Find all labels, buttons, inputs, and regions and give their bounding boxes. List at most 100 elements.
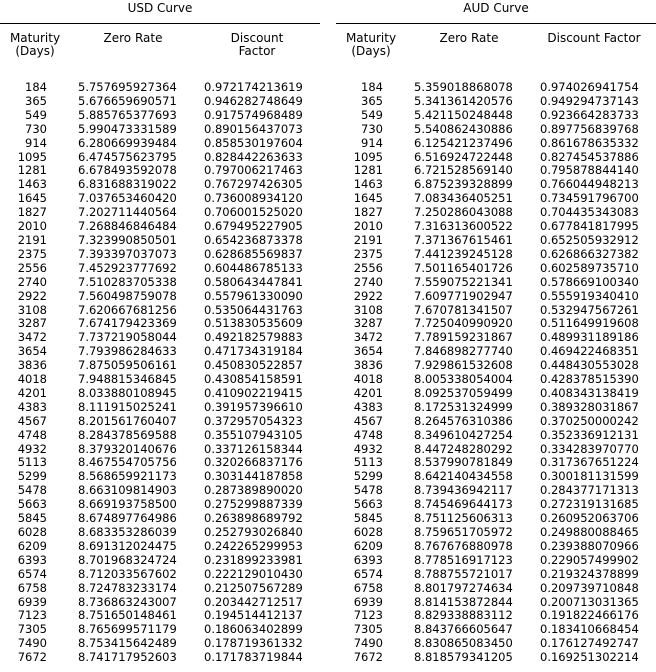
table-row: 730 5.990473331589 0.890156437073 — [0, 121, 320, 137]
discount-factor-cell: 0.513830535609 — [204, 316, 303, 331]
maturity-cell: 4567 — [353, 413, 383, 428]
zero-rate-cell: 5.990473331589 — [78, 121, 177, 136]
aud-discount-factor-header: Discount Factor — [547, 31, 641, 45]
maturity-cell: 7123 — [353, 608, 383, 623]
maturity-cell: 2740 — [17, 274, 47, 289]
zero-rate-cell: 7.559075221341 — [414, 274, 513, 289]
zero-rate-cell: 8.801797274634 — [414, 580, 513, 595]
discount-factor-cell: 0.795878844140 — [540, 163, 639, 178]
zero-rate-cell: 8.724783233174 — [78, 580, 177, 595]
discount-factor-cell: 0.428378515390 — [540, 372, 639, 387]
table-row: 5663 8.745469644173 0.272319131685 — [336, 497, 656, 512]
discount-factor-cell: 0.679495227905 — [204, 219, 303, 234]
zero-rate-cell: 8.814153872844 — [414, 594, 513, 609]
discount-factor-cell: 0.300181131599 — [540, 469, 639, 484]
zero-rate-cell: 8.669193758500 — [78, 497, 177, 512]
table-row: 1463 6.831688319022 0.767297426305 — [0, 177, 320, 192]
aud-header-row: Maturity (Days) Zero Rate Discount Facto… — [336, 24, 656, 70]
zero-rate-cell: 7.501165401726 — [414, 260, 513, 275]
discount-factor-cell: 0.448430553028 — [540, 358, 639, 373]
table-row: 7305 8.843766605647 0.183410668454 — [336, 622, 656, 637]
usd-header-row: Maturity (Days) Zero Rate Discount Facto… — [0, 24, 320, 70]
zero-rate-cell: 8.674897764986 — [78, 511, 177, 526]
table-row: 2375 7.393397037073 0.628685569837 — [0, 247, 320, 262]
maturity-cell: 3654 — [17, 344, 47, 359]
maturity-cell: 7305 — [17, 622, 47, 637]
zero-rate-cell: 8.759651705972 — [414, 525, 513, 539]
maturity-cell: 5663 — [353, 497, 383, 512]
table-row: 7123 8.751650148461 0.194514412137 — [0, 609, 320, 623]
table-row: 3472 7.737219058044 0.492182579883 — [0, 330, 320, 345]
table-row: 1095 6.516924722448 0.827454537886 — [336, 150, 656, 165]
table-row: 4018 8.005338054004 0.428378515390 — [336, 372, 656, 387]
zero-rate-cell: 7.452923777692 — [78, 260, 177, 275]
maturity-cell: 3287 — [17, 316, 47, 331]
table-row: 5113 8.537990781849 0.317367651224 — [336, 456, 656, 470]
table-row: 3836 7.929861532608 0.448430553028 — [336, 358, 656, 373]
table-row: 3108 7.670781341507 0.532947567261 — [336, 302, 656, 318]
table-row: 4383 8.172531324999 0.389328031867 — [336, 400, 656, 415]
zero-rate-cell: 7.725040990920 — [414, 316, 513, 331]
maturity-cell: 2740 — [353, 274, 383, 289]
discount-factor-cell: 0.391957396610 — [204, 399, 303, 414]
table-row: 4201 8.092537059499 0.408343138419 — [336, 386, 656, 401]
zero-rate-cell: 8.379320140676 — [78, 441, 177, 456]
zero-rate-cell: 7.371367615461 — [414, 232, 513, 247]
aud-curve-table: AUD Curve Maturity (Days) Zero Rate Disc… — [336, 0, 656, 665]
maturity-cell: 5113 — [353, 455, 383, 470]
zero-rate-cell: 8.642140434558 — [414, 469, 513, 484]
usd-discount-factor-header: Discount Factor — [230, 31, 284, 58]
discount-factor-cell: 0.890156437073 — [204, 121, 303, 136]
table-row: 6209 8.767676880978 0.239388070966 — [336, 539, 656, 554]
discount-factor-cell: 0.736008934120 — [204, 191, 303, 206]
maturity-cell: 7490 — [17, 636, 47, 651]
zero-rate-cell: 8.741717952603 — [78, 650, 177, 665]
zero-rate-cell: 8.745469644173 — [414, 497, 513, 512]
discount-factor-cell: 0.604486785133 — [204, 260, 303, 275]
zero-rate-cell: 5.540862430886 — [414, 121, 513, 136]
table-row: 4018 7.948815346845 0.430854158591 — [0, 372, 320, 387]
table-row: 5299 8.642140434558 0.300181131599 — [336, 469, 656, 484]
zero-rate-cell: 7.250286043088 — [414, 205, 513, 220]
discount-factor-cell: 0.209739710848 — [540, 580, 639, 595]
discount-factor-cell: 0.946282748649 — [204, 93, 303, 108]
discount-factor-cell: 0.169251302214 — [540, 650, 639, 665]
maturity-cell: 1827 — [353, 205, 383, 220]
maturity-cell: 7490 — [353, 636, 383, 651]
zero-rate-cell: 7.268846846484 — [78, 219, 177, 234]
table-row: 3654 7.846898277740 0.469422468351 — [336, 344, 656, 359]
discount-factor-cell: 0.337126158344 — [204, 441, 303, 456]
discount-factor-cell: 0.194514412137 — [204, 608, 303, 623]
table-row: 3287 7.674179423369 0.513830535609 — [0, 316, 320, 331]
zero-rate-cell: 8.284378569588 — [78, 427, 177, 442]
zero-rate-cell: 6.875239328899 — [414, 177, 513, 192]
discount-factor-cell: 0.557961330090 — [204, 288, 303, 303]
zero-rate-cell: 5.341361420576 — [414, 93, 513, 108]
table-row: 5663 8.669193758500 0.275299887339 — [0, 497, 320, 512]
zero-rate-cell: 7.670781341507 — [414, 302, 513, 317]
maturity-cell: 4932 — [17, 441, 47, 456]
discount-factor-cell: 0.284377171313 — [540, 483, 639, 498]
maturity-cell: 2191 — [17, 232, 47, 247]
table-row: 1281 6.721528569140 0.795878844140 — [336, 164, 656, 178]
zero-rate-cell: 8.843766605647 — [414, 622, 513, 637]
zero-rate-cell: 7.875059506161 — [78, 358, 177, 373]
table-row: 5299 8.568659921173 0.303144187858 — [0, 469, 320, 484]
table-row: 1827 7.202711440564 0.706001525020 — [0, 205, 320, 220]
maturity-cell: 6939 — [353, 594, 383, 609]
table-row: 1827 7.250286043088 0.704435343083 — [336, 205, 656, 220]
zero-rate-cell: 5.359018868078 — [414, 80, 513, 94]
zero-rate-cell: 7.316313600522 — [414, 219, 513, 234]
table-row: 5845 8.674897764986 0.263898689792 — [0, 511, 320, 526]
zero-rate-cell: 7.083436405251 — [414, 191, 513, 206]
zero-rate-cell: 7.560498759078 — [78, 288, 177, 303]
zero-rate-cell: 7.737219058044 — [78, 330, 177, 345]
maturity-cell: 6758 — [353, 580, 383, 595]
discount-factor-cell: 0.287389890020 — [204, 483, 303, 498]
maturity-cell: 5113 — [17, 455, 47, 470]
table-row: 3836 7.875059506161 0.450830522857 — [0, 358, 320, 373]
table-row: 549 5.885765377693 0.917574968489 — [0, 108, 320, 123]
maturity-cell: 7672 — [17, 650, 47, 665]
table-row: 3654 7.793986284633 0.471734319184 — [0, 344, 320, 359]
table-row: 7123 8.829338883112 0.191822466176 — [336, 609, 656, 623]
